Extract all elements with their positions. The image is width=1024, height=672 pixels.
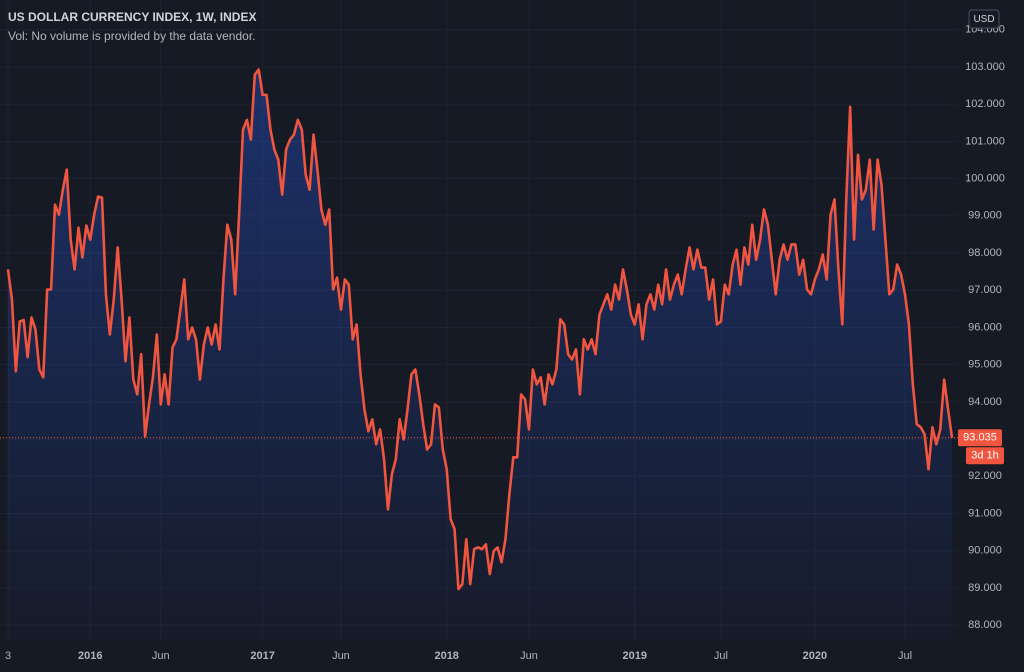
plot-area — [0, 68, 958, 640]
y-tick-label: 90.000 — [968, 545, 1002, 557]
chart-subtitle: Vol: No volume is provided by the data v… — [8, 29, 255, 43]
chart-title: US DOLLAR CURRENCY INDEX, 1W, INDEX — [8, 10, 256, 24]
y-tick-label: 103.000 — [965, 61, 1005, 73]
x-tick-label: Jun — [332, 650, 350, 662]
y-tick-label: 91.000 — [968, 507, 1002, 519]
y-tick-label: 100.000 — [965, 173, 1005, 185]
y-tick-label: 99.000 — [968, 210, 1002, 222]
x-tick-label: 2019 — [622, 650, 646, 662]
y-tick-label: 95.000 — [968, 359, 1002, 371]
currency-badge[interactable] — [968, 9, 1000, 29]
last-price-label: 93.035 — [963, 432, 997, 444]
price-line — [6, 68, 954, 591]
x-tick-label: 2020 — [803, 650, 827, 662]
area-fill — [8, 69, 952, 640]
y-tick-label: 92.000 — [968, 470, 1002, 482]
currency-label[interactable]: USD — [973, 14, 994, 25]
y-tick-label: 98.000 — [968, 247, 1002, 259]
x-tick-label: 2017 — [250, 650, 274, 662]
y-tick-label: 102.000 — [965, 98, 1005, 110]
x-tick-label: 2016 — [78, 650, 102, 662]
last-price-badge — [958, 429, 1002, 447]
x-tick-label: 2018 — [434, 650, 458, 662]
y-tick-label: 97.000 — [968, 284, 1002, 296]
axes: 88.00089.00090.00091.00092.00093.00094.0… — [5, 24, 1005, 662]
y-tick-label: 88.000 — [968, 619, 1002, 631]
y-tick-label: 94.000 — [968, 396, 1002, 408]
x-tick-label: Jun — [152, 650, 170, 662]
y-tick-label: 101.000 — [965, 135, 1005, 147]
y-tick-label: 104.000 — [965, 24, 1005, 36]
countdown-badge — [966, 447, 1004, 465]
y-tick-label: 96.000 — [968, 321, 1002, 333]
x-tick-label: Jun — [520, 650, 538, 662]
x-tick-label: Jul — [898, 650, 912, 662]
x-tick-label: 3 — [5, 650, 11, 662]
countdown-label: 3d 1h — [971, 450, 999, 462]
y-tick-label: 89.000 — [968, 582, 1002, 594]
x-tick-label: Jul — [714, 650, 728, 662]
